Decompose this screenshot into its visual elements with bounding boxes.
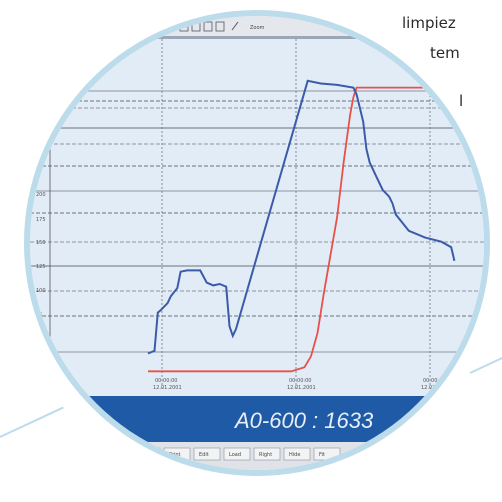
status-bar xyxy=(30,396,484,442)
up-icon[interactable] xyxy=(215,21,225,32)
x-tick-date: 12.01.2001 xyxy=(421,385,450,391)
status-readout: A0-600 : 1633 xyxy=(233,408,374,433)
y-tick-label: 175 xyxy=(36,217,46,223)
plot-background xyxy=(30,39,484,396)
y-tick-label: 150 xyxy=(36,240,46,246)
zoom-out-icon[interactable] xyxy=(165,21,175,32)
bottom-button-label: Load xyxy=(229,452,241,458)
x-tick-time: 00:00:00 xyxy=(423,378,445,384)
x-axis-labels: 00:00:0012.01.200100:00:0012.01.200100:0… xyxy=(153,378,450,391)
left-icon[interactable] xyxy=(191,21,201,32)
pen-icon[interactable] xyxy=(231,21,239,31)
x-tick-time: 00:00:00 xyxy=(289,378,311,384)
toolbar xyxy=(30,16,484,36)
bottom-button[interactable] xyxy=(313,447,341,461)
bottom-button[interactable] xyxy=(137,447,161,461)
bottom-button-label: Edit xyxy=(199,452,209,458)
toolbar-divider xyxy=(30,36,484,39)
bottom-button-label: Fit xyxy=(319,452,325,458)
bottom-button[interactable] xyxy=(193,447,221,461)
series-blue-line xyxy=(147,79,456,355)
y-tick-label: 50 xyxy=(36,336,42,342)
y-axis-ticks: 200 175 150 125 100 75 50 xyxy=(36,146,51,356)
x-tick-time: 00:00:00 xyxy=(155,378,177,384)
bottom-button-label: Right xyxy=(259,452,272,458)
vertical-grid xyxy=(161,39,431,391)
x-tick-date: 12.01.2001 xyxy=(153,385,182,391)
y-tick-label: 75 xyxy=(36,312,42,318)
bottom-button[interactable] xyxy=(223,447,251,461)
bottom-button-label: Print xyxy=(169,452,181,458)
magnified-screen-lens: Zoom 200 175 150 125 100 75 50 00:00:00 12.01.2… xyxy=(24,10,490,476)
toolbar-icons: Zoom xyxy=(153,21,265,32)
bottom-button-label: Hide xyxy=(289,452,300,458)
y-tick-label: 125 xyxy=(36,264,46,270)
right-icon[interactable] xyxy=(203,21,213,32)
y-tick-label: 100 xyxy=(36,288,46,294)
bottom-button[interactable] xyxy=(253,447,281,461)
bottom-button[interactable] xyxy=(163,447,191,461)
horizontal-grid xyxy=(30,90,484,353)
zoom-in-icon[interactable] xyxy=(153,21,163,32)
fit-icon[interactable] xyxy=(179,21,189,32)
x-tick-date: 12.01.2001 xyxy=(287,385,316,391)
series-red-line xyxy=(148,86,474,373)
y-tick-label: 200 xyxy=(36,192,46,198)
bottom-buttons: Print Edit Load Right Hide Fit xyxy=(137,447,341,461)
zoom-label[interactable]: Zoom xyxy=(250,25,265,31)
bottom-button[interactable] xyxy=(283,447,311,461)
